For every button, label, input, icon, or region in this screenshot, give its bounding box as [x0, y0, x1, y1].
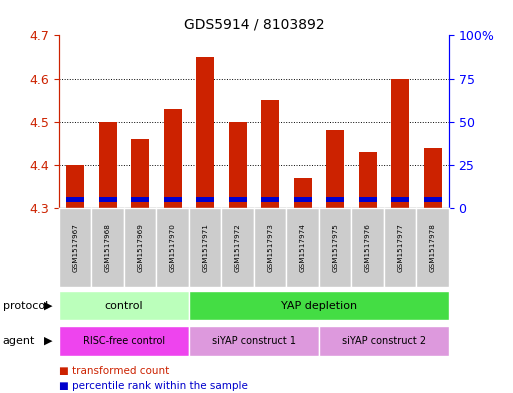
Bar	[261, 100, 279, 208]
Text: ▶: ▶	[44, 336, 52, 346]
Text: ▶: ▶	[44, 301, 52, 310]
Text: RISC-free control: RISC-free control	[83, 336, 165, 346]
Bar	[391, 79, 409, 208]
Bar	[261, 196, 279, 202]
Bar	[359, 196, 377, 202]
Bar	[229, 122, 247, 208]
Bar	[229, 196, 247, 202]
Bar	[391, 196, 409, 202]
Bar	[66, 196, 84, 202]
Text: GSM1517976: GSM1517976	[365, 223, 371, 272]
Text: GSM1517972: GSM1517972	[234, 223, 241, 272]
Bar	[294, 178, 311, 208]
Text: siYAP construct 1: siYAP construct 1	[212, 336, 296, 346]
Bar	[294, 196, 311, 202]
Bar	[359, 152, 377, 208]
Text: GSM1517974: GSM1517974	[300, 223, 306, 272]
Text: siYAP construct 2: siYAP construct 2	[342, 336, 426, 346]
Bar	[326, 196, 344, 202]
Text: GSM1517975: GSM1517975	[332, 223, 338, 272]
Text: GSM1517977: GSM1517977	[397, 223, 403, 272]
Text: YAP depletion: YAP depletion	[281, 301, 357, 310]
Bar	[131, 139, 149, 208]
Bar	[99, 122, 116, 208]
Bar	[66, 165, 84, 208]
Text: ■ percentile rank within the sample: ■ percentile rank within the sample	[59, 381, 248, 391]
Text: ■ transformed count: ■ transformed count	[59, 366, 169, 376]
Text: GSM1517973: GSM1517973	[267, 223, 273, 272]
Text: agent: agent	[3, 336, 35, 346]
Bar	[424, 148, 442, 208]
Bar	[164, 109, 182, 208]
Bar	[424, 196, 442, 202]
Text: GSM1517968: GSM1517968	[105, 223, 111, 272]
Text: GSM1517978: GSM1517978	[429, 223, 436, 272]
Bar	[196, 196, 214, 202]
Text: GSM1517971: GSM1517971	[202, 223, 208, 272]
Text: protocol: protocol	[3, 301, 48, 310]
Text: GSM1517970: GSM1517970	[170, 223, 176, 272]
Bar	[326, 130, 344, 208]
Bar	[131, 196, 149, 202]
Text: GDS5914 / 8103892: GDS5914 / 8103892	[184, 18, 324, 32]
Bar	[164, 196, 182, 202]
Text: GSM1517969: GSM1517969	[137, 223, 143, 272]
Bar	[196, 57, 214, 208]
Text: GSM1517967: GSM1517967	[72, 223, 78, 272]
Text: control: control	[105, 301, 143, 310]
Bar	[99, 196, 116, 202]
